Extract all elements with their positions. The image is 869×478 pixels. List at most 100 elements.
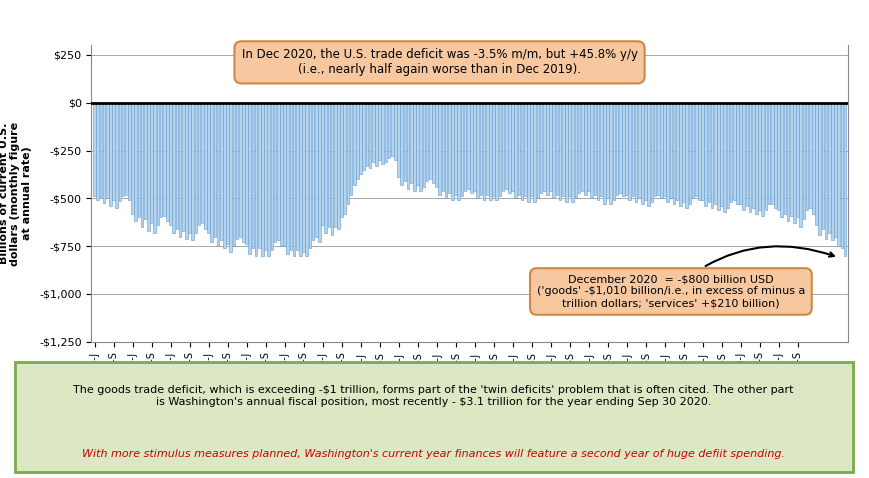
- Bar: [593, 103, 595, 195]
- Bar: [548, 103, 551, 191]
- Bar: [112, 103, 115, 200]
- Bar: [422, 103, 425, 187]
- Bar: [96, 103, 99, 200]
- Bar: [523, 103, 526, 196]
- Bar: [618, 103, 620, 193]
- Bar: [349, 103, 352, 195]
- Bar: [494, 103, 497, 200]
- Bar: [182, 103, 184, 231]
- Bar: [662, 103, 665, 196]
- Bar: [245, 103, 248, 244]
- Bar: [669, 103, 672, 198]
- Bar: [150, 103, 153, 223]
- Bar: [627, 103, 630, 200]
- Bar: [760, 103, 763, 216]
- Bar: [751, 103, 753, 208]
- Bar: [600, 103, 602, 196]
- Bar: [612, 103, 614, 200]
- Bar: [789, 103, 792, 216]
- Bar: [116, 103, 118, 208]
- Bar: [368, 103, 371, 168]
- Bar: [381, 103, 383, 164]
- Bar: [675, 103, 678, 200]
- Bar: [691, 103, 693, 198]
- Bar: [343, 103, 346, 214]
- Bar: [460, 103, 462, 196]
- Bar: [833, 103, 836, 237]
- Text: With more stimulus measures planned, Washington's current year finances will fea: With more stimulus measures planned, Was…: [82, 448, 785, 458]
- Bar: [191, 103, 194, 240]
- Bar: [805, 103, 807, 210]
- Bar: [726, 103, 728, 208]
- Bar: [226, 103, 229, 244]
- Bar: [143, 103, 146, 219]
- Bar: [229, 103, 232, 252]
- Bar: [232, 103, 235, 246]
- Bar: [546, 103, 548, 195]
- Bar: [450, 103, 454, 200]
- Bar: [473, 103, 475, 191]
- Bar: [403, 103, 406, 181]
- X-axis label: Year and month: Year and month: [414, 379, 525, 392]
- Bar: [324, 103, 327, 233]
- Text: In Dec 2020, the U.S. trade deficit was -3.5% m/m, but +45.8% y/y
(i.e., nearly : In Dec 2020, the U.S. trade deficit was …: [242, 48, 637, 76]
- Text: The goods trade deficit, which is exceeding -$1 trillion, forms part of the 'twi: The goods trade deficit, which is exceed…: [73, 385, 793, 407]
- Bar: [542, 103, 545, 191]
- Bar: [808, 103, 811, 208]
- Bar: [166, 103, 169, 221]
- Bar: [93, 103, 96, 196]
- Bar: [438, 103, 441, 195]
- Bar: [672, 103, 674, 204]
- Bar: [685, 103, 687, 208]
- Bar: [375, 103, 377, 166]
- Bar: [134, 103, 137, 221]
- Bar: [722, 103, 726, 212]
- Bar: [255, 103, 257, 256]
- Bar: [539, 103, 541, 193]
- Bar: [697, 103, 700, 200]
- Bar: [248, 103, 251, 254]
- Bar: [656, 103, 659, 195]
- Bar: [362, 103, 365, 170]
- Bar: [390, 103, 393, 156]
- Bar: [169, 103, 172, 225]
- Bar: [308, 103, 311, 248]
- Bar: [517, 103, 520, 195]
- Bar: [400, 103, 402, 185]
- Bar: [596, 103, 599, 200]
- Bar: [355, 103, 358, 179]
- Bar: [621, 103, 624, 196]
- Bar: [434, 103, 437, 187]
- Bar: [511, 103, 514, 191]
- Bar: [203, 103, 207, 229]
- Bar: [783, 103, 786, 214]
- Bar: [384, 103, 387, 162]
- Bar: [811, 103, 814, 214]
- Bar: [103, 103, 105, 203]
- Bar: [643, 103, 647, 200]
- Bar: [507, 103, 510, 193]
- Bar: [397, 103, 400, 177]
- Bar: [476, 103, 479, 198]
- Bar: [283, 103, 286, 246]
- Bar: [99, 103, 102, 197]
- Bar: [713, 103, 716, 204]
- Bar: [409, 103, 412, 183]
- Bar: [467, 103, 469, 189]
- Bar: [257, 103, 260, 248]
- Bar: [533, 103, 535, 202]
- Bar: [176, 103, 178, 229]
- Bar: [201, 103, 203, 223]
- Bar: [687, 103, 691, 204]
- Bar: [745, 103, 747, 206]
- Y-axis label: Billions of current U.S.
dollars (monthly figure
at annual rate): Billions of current U.S. dollars (monthl…: [0, 121, 32, 266]
- Bar: [577, 103, 580, 193]
- Bar: [606, 103, 608, 198]
- Bar: [394, 103, 396, 160]
- Bar: [156, 103, 159, 225]
- Bar: [137, 103, 140, 217]
- Bar: [419, 103, 421, 191]
- Bar: [280, 103, 282, 246]
- Bar: [776, 103, 779, 210]
- Bar: [242, 103, 244, 242]
